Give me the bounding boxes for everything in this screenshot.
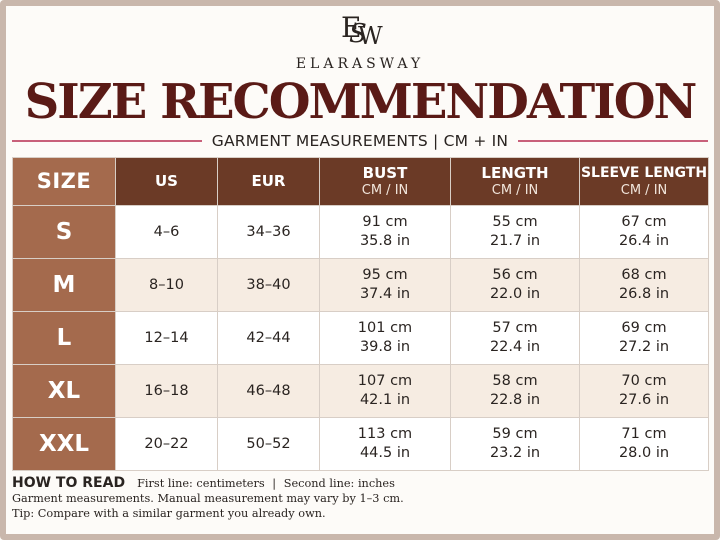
table-header-row: SIZE US EUR BUST CM / IN LENGTH CM / IN …: [12, 157, 709, 206]
page-subtitle: GARMENT MEASUREMENTS | CM + IN: [211, 132, 509, 150]
brand-name: ELARASWAY: [295, 56, 425, 72]
sleeve-in: 27.6 in: [618, 392, 670, 408]
length-in: 21.7 in: [489, 233, 541, 249]
header-length-label: LENGTH: [481, 163, 549, 182]
sleeve-cell: 70 cm 27.6 in: [579, 364, 709, 418]
sleeve-in: 27.2 in: [618, 339, 670, 355]
us-size: 8–10: [115, 258, 218, 312]
length-cm: 56 cm: [492, 267, 538, 283]
size-label: M: [12, 258, 116, 312]
size-label: XL: [12, 364, 116, 418]
length-cell: 59 cm 23.2 in: [450, 417, 580, 471]
sleeve-in: 28.0 in: [618, 445, 670, 461]
bust-in: 35.8 in: [359, 233, 411, 249]
table-row: XL 16–18 46–48 107 cm 42.1 in 58 cm 22.8 i…: [12, 364, 709, 418]
right-divider: [518, 140, 708, 142]
bust-cm: 107 cm: [357, 373, 413, 389]
length-cell: 55 cm 21.7 in: [450, 205, 580, 259]
length-in: 22.8 in: [489, 392, 541, 408]
second-line-note: Second line: inches: [283, 477, 395, 490]
monogram-logo-icon: E S W: [341, 11, 383, 50]
bust-cell: 95 cm 37.4 in: [319, 258, 451, 312]
size-label: L: [12, 311, 116, 365]
bust-cm: 113 cm: [357, 426, 413, 442]
length-cm: 58 cm: [492, 373, 538, 389]
brand-logo: E S W: [0, 12, 720, 52]
how-to-read-line: HOW TO READ First line: centimeters | Se…: [12, 476, 708, 491]
header-length-unit: CM / IN: [491, 182, 539, 198]
table-row: XXL 20–22 50–52 113 cm 44.5 in 59 cm 23.2 …: [12, 417, 709, 471]
length-cell: 57 cm 22.4 in: [450, 311, 580, 365]
length-cm: 57 cm: [492, 320, 538, 336]
measurement-note: Garment measurements. Manual measurement…: [12, 492, 404, 505]
header-size: SIZE: [12, 157, 116, 206]
us-size: 4–6: [115, 205, 218, 259]
length-cell: 56 cm 22.0 in: [450, 258, 580, 312]
header-bust-unit: CM / IN: [361, 182, 409, 198]
length-in: 23.2 in: [489, 445, 541, 461]
header-length: LENGTH CM / IN: [450, 157, 580, 206]
length-in: 22.0 in: [489, 286, 541, 302]
bust-in: 44.5 in: [359, 445, 411, 461]
eur-size: 50–52: [217, 417, 320, 471]
bust-cell: 107 cm 42.1 in: [319, 364, 451, 418]
length-in: 22.4 in: [489, 339, 541, 355]
length-cm: 59 cm: [492, 426, 538, 442]
bust-cell: 91 cm 35.8 in: [319, 205, 451, 259]
tip-note: Tip: Compare with a similar garment you …: [12, 507, 326, 520]
sleeve-cm: 67 cm: [621, 214, 667, 230]
sleeve-cell: 71 cm 28.0 in: [579, 417, 709, 471]
how-to-read-heading: HOW TO READ: [12, 475, 126, 491]
left-divider: [12, 140, 202, 142]
bust-in: 39.8 in: [359, 339, 411, 355]
us-size: 16–18: [115, 364, 218, 418]
sleeve-in: 26.4 in: [618, 233, 670, 249]
how-to-read-notes: HOW TO READ First line: centimeters | Se…: [12, 476, 708, 521]
sleeve-cell: 67 cm 26.4 in: [579, 205, 709, 259]
eur-size: 34–36: [217, 205, 320, 259]
header-sleeve-label: SLEEVE LENGTH: [580, 164, 708, 181]
header-bust: BUST CM / IN: [319, 157, 451, 206]
us-size: 12–14: [115, 311, 218, 365]
header-bust-label: BUST: [362, 163, 408, 182]
table-row: S 4–6 34–36 91 cm 35.8 in 55 cm 21.7 in 67…: [12, 205, 709, 259]
sleeve-cm: 70 cm: [621, 373, 667, 389]
sleeve-cm: 71 cm: [621, 426, 667, 442]
bust-cm: 91 cm: [362, 214, 408, 230]
length-cell: 58 cm 22.8 in: [450, 364, 580, 418]
bust-in: 37.4 in: [359, 286, 411, 302]
legend-line: First line: centimeters | Second line: i…: [137, 476, 395, 491]
sleeve-cm: 69 cm: [621, 320, 667, 336]
bust-in: 42.1 in: [359, 392, 411, 408]
table-row: L 12–14 42–44 101 cm 39.8 in 57 cm 22.4 in…: [12, 311, 709, 365]
table-row: M 8–10 38–40 95 cm 37.4 in 56 cm 22.0 in 6…: [12, 258, 709, 312]
sleeve-cm: 68 cm: [621, 267, 667, 283]
header-sleeve: SLEEVE LENGTH CM / IN: [579, 157, 709, 206]
page-title: SIZE RECOMMENDATION: [24, 74, 698, 130]
eur-size: 46–48: [217, 364, 320, 418]
sleeve-cell: 69 cm 27.2 in: [579, 311, 709, 365]
sleeve-cell: 68 cm 26.8 in: [579, 258, 709, 312]
us-size: 20–22: [115, 417, 218, 471]
size-label: S: [12, 205, 116, 259]
bust-cell: 113 cm 44.5 in: [319, 417, 451, 471]
sleeve-in: 26.8 in: [618, 286, 670, 302]
bust-cm: 101 cm: [357, 320, 413, 336]
header-sleeve-unit: CM / IN: [620, 182, 668, 198]
size-table: SIZE US EUR BUST CM / IN LENGTH CM / IN …: [12, 157, 709, 471]
size-label: XXL: [12, 417, 116, 471]
subtitle-row: GARMENT MEASUREMENTS | CM + IN: [12, 130, 708, 152]
eur-size: 42–44: [217, 311, 320, 365]
legend-separator: |: [272, 477, 277, 490]
header-us: US: [115, 157, 218, 206]
first-line-note: First line: centimeters: [137, 477, 265, 490]
bust-cm: 95 cm: [362, 267, 408, 283]
length-cm: 55 cm: [492, 214, 538, 230]
header-eur: EUR: [217, 157, 320, 206]
eur-size: 38–40: [217, 258, 320, 312]
bust-cell: 101 cm 39.8 in: [319, 311, 451, 365]
